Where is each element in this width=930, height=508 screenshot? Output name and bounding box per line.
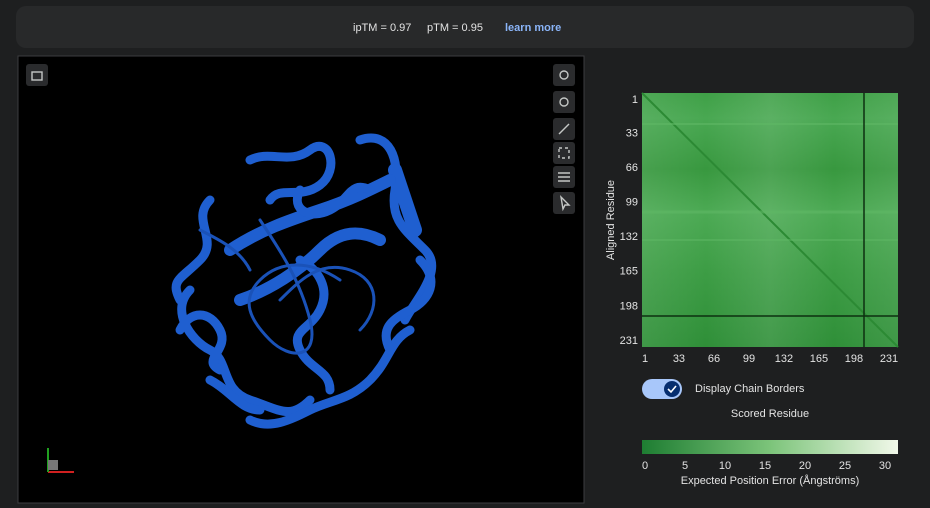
y-tick-label: 132 (620, 231, 638, 243)
x-tick-label: 99 (743, 353, 755, 365)
colorbar-tick-label: 20 (799, 460, 811, 472)
y-tick-label: 99 (626, 197, 638, 209)
x-tick-label: 33 (673, 353, 685, 365)
y-tick-label: 198 (620, 300, 638, 312)
colorbar-tick-label: 0 (642, 460, 648, 472)
colorbar-tick-label: 30 (879, 460, 891, 472)
y-tick-label: 231 (620, 335, 638, 347)
y-tick-label: 165 (620, 266, 638, 278)
colorbar-tick-label: 5 (682, 460, 688, 472)
colorbar-tick-label: 15 (759, 460, 771, 472)
x-tick-label: 132 (775, 353, 793, 365)
x-tick-label: 66 (708, 353, 720, 365)
y-axis-label: Aligned Residue (605, 180, 617, 260)
x-tick-label: 1 (642, 353, 648, 365)
ptm: pTM = 0.95 (427, 22, 483, 34)
pae-heatmap[interactable] (642, 93, 898, 347)
app: ipTM = 0.97 pTM = 0.95 learn more (0, 0, 930, 508)
x-tick-label: 231 (880, 353, 898, 365)
chain-border-toggle[interactable] (642, 379, 682, 399)
learn-more-link[interactable]: learn more (505, 22, 561, 34)
toggle-label: Display Chain Borders (695, 383, 805, 395)
colorbar-tick-label: 25 (839, 460, 851, 472)
y-tick-label: 1 (632, 94, 638, 106)
y-tick-label: 66 (626, 162, 638, 174)
colorbar-tick-label: 10 (719, 460, 731, 472)
colorbar (642, 440, 898, 454)
iptm: ipTM = 0.97 (353, 22, 411, 34)
colorbar-label: Expected Position Error (Ångströms) (681, 474, 860, 487)
y-tick-label: 33 (626, 127, 638, 139)
x-axis-label: Scored Residue (731, 408, 809, 420)
x-tick-label: 198 (845, 353, 863, 365)
x-tick-label: 165 (810, 353, 828, 365)
